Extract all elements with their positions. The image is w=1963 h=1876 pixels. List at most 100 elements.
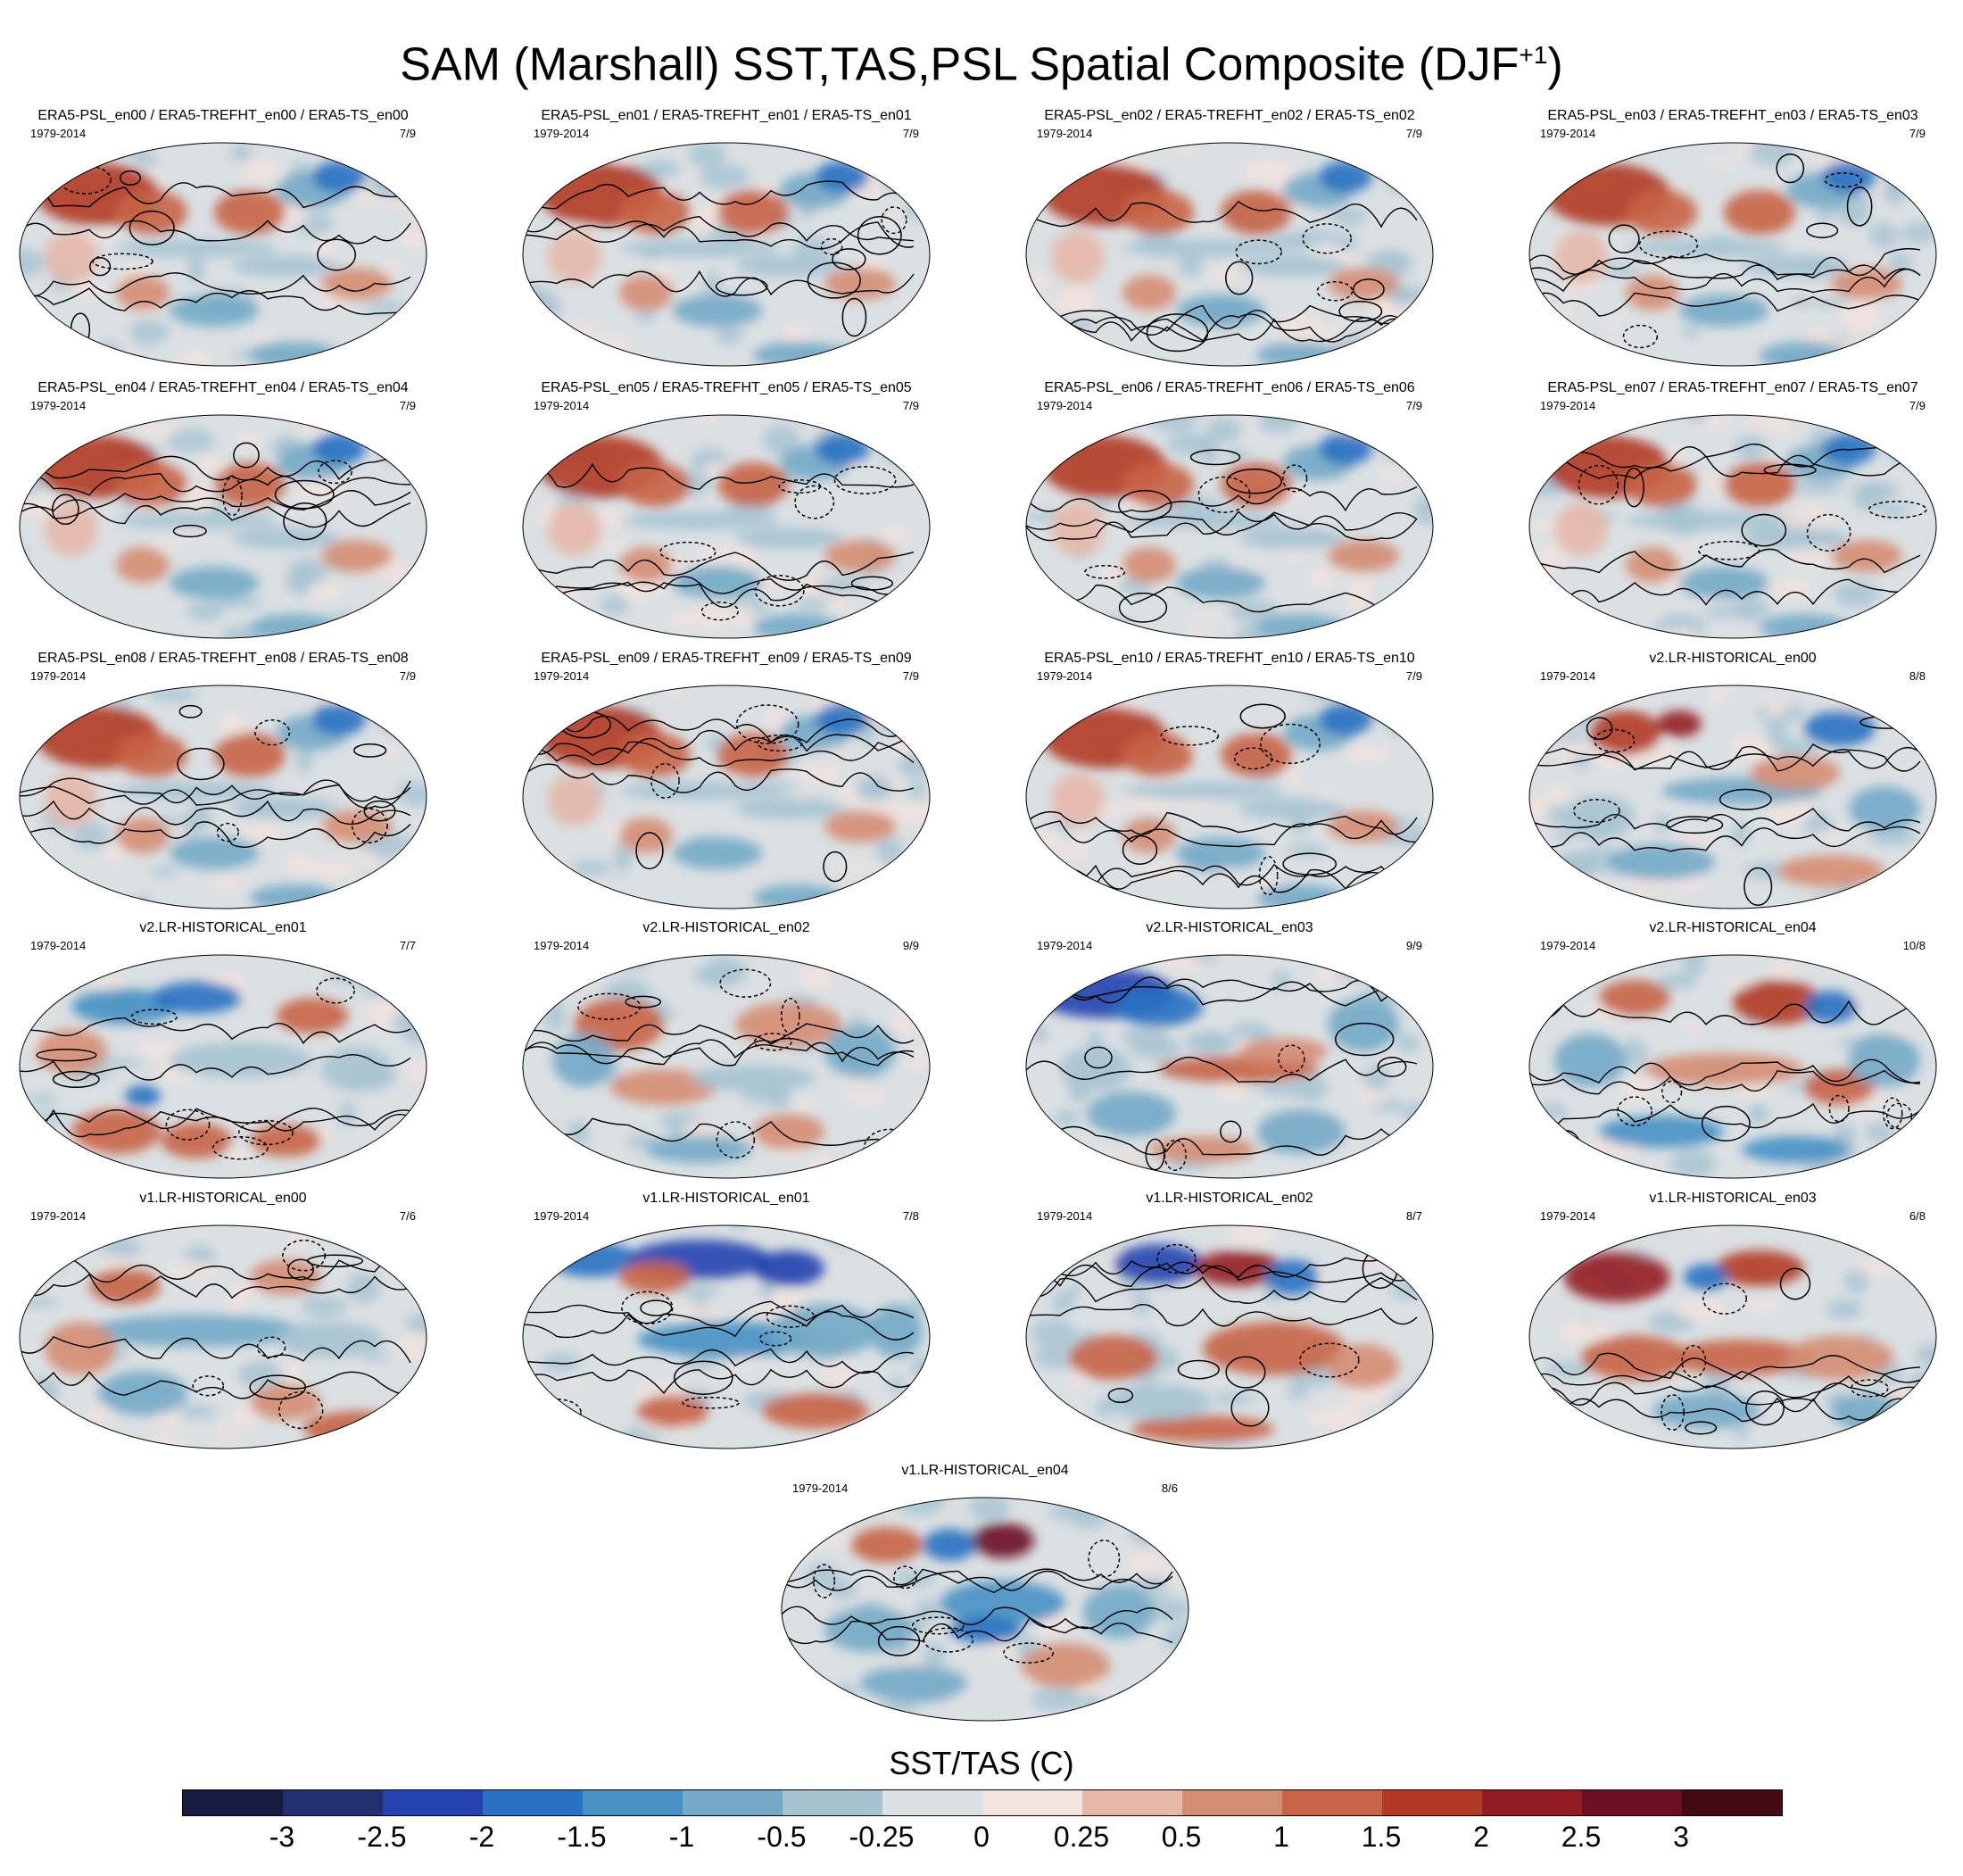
composite-map [522,1224,931,1449]
panel-years: 1979-2014 [1037,1209,1093,1223]
composite-map [1528,685,1937,909]
map-panel: ERA5-PSL_en10 / ERA5-TREFHT_en10 / ERA5-… [1015,650,1444,913]
colorbar-swatch [1382,1790,1482,1815]
map-panel: v1.LR-HISTORICAL_en04 1979-2014 8/6 [771,1462,1199,1725]
colorbar-swatch [1282,1790,1382,1815]
colorbar-tick-label: -1 [668,1821,695,1853]
map-panel: v2.LR-HISTORICAL_en03 1979-2014 9/9 [1015,919,1444,1183]
colorbar-tick-label: 2.5 [1561,1821,1602,1853]
panel-years: 1979-2014 [534,1209,590,1223]
panel-count: 7/9 [1405,669,1422,683]
colorbar-title: SST/TAS (C) [889,1745,1074,1781]
panel-years: 1979-2014 [30,669,87,683]
panel-years: 1979-2014 [1540,127,1596,140]
colorbar [182,1789,1783,1816]
panel-title: v2.LR-HISTORICAL_en00 [1649,651,1817,666]
composite-map [1025,685,1434,909]
colorbar-tick-label: -2.5 [357,1821,407,1853]
panel-years: 1979-2014 [1540,399,1596,412]
panel-count: 9/9 [1405,939,1422,952]
panel-title: ERA5-PSL_en10 / ERA5-TREFHT_en10 / ERA5-… [1044,651,1415,666]
composite-map [1528,142,1937,367]
colorbar-tick-label: 2 [1473,1821,1489,1853]
panel-years: 1979-2014 [1037,939,1093,952]
panel-years: 1979-2014 [1540,669,1596,683]
panel-years: 1979-2014 [534,399,590,412]
composite-map [19,1224,427,1449]
map-panel: ERA5-PSL_en06 / ERA5-TREFHT_en06 / ERA5-… [1015,379,1444,643]
panel-title: ERA5-PSL_en06 / ERA5-TREFHT_en06 / ERA5-… [1044,380,1415,395]
map-panel: v2.LR-HISTORICAL_en01 1979-2014 7/7 [9,919,437,1183]
composite-map [522,685,931,909]
panel-title: v2.LR-HISTORICAL_en04 [1649,920,1817,935]
map-panel: ERA5-PSL_en00 / ERA5-TREFHT_en00 / ERA5-… [9,107,437,370]
composite-map [522,142,931,367]
panel-title: ERA5-PSL_en07 / ERA5-TREFHT_en07 / ERA5-… [1547,380,1918,395]
map-panel: v1.LR-HISTORICAL_en02 1979-2014 8/7 [1015,1190,1444,1453]
panel-title: ERA5-PSL_en04 / ERA5-TREFHT_en04 / ERA5-… [37,380,409,395]
map-panel: v1.LR-HISTORICAL_en00 1979-2014 7/6 [9,1190,437,1453]
panel-count: 7/8 [902,1209,919,1223]
colorbar-swatch [882,1790,982,1815]
composite-map [1528,1224,1937,1449]
panel-count: 7/9 [1909,399,1926,412]
colorbar-tick-label: 0.5 [1161,1821,1202,1853]
panel-count: 7/9 [902,669,919,683]
map-panel: ERA5-PSL_en03 / ERA5-TREFHT_en03 / ERA5-… [1519,107,1947,370]
composite-map [19,142,427,367]
colorbar-tick-label: -1.5 [557,1821,607,1853]
composite-map [1025,1224,1434,1449]
composite-map [19,685,427,909]
panel-count: 7/9 [1405,399,1422,412]
panel-years: 1979-2014 [30,1209,87,1223]
map-panel: v2.LR-HISTORICAL_en04 1979-2014 10/8 [1519,919,1947,1183]
panel-count: 7/9 [399,127,416,140]
composite-map [1528,954,1937,1179]
map-panel: v1.LR-HISTORICAL_en01 1979-2014 7/8 [512,1190,940,1453]
colorbar-tick-label: -3 [269,1821,295,1853]
panel-title: ERA5-PSL_en00 / ERA5-TREFHT_en00 / ERA5-… [37,108,409,123]
map-panel: ERA5-PSL_en05 / ERA5-TREFHT_en05 / ERA5-… [512,379,940,643]
colorbar-tick-label: 1 [1273,1821,1289,1853]
panel-title: ERA5-PSL_en01 / ERA5-TREFHT_en01 / ERA5-… [541,108,912,123]
composite-map [1025,142,1434,367]
composite-map [522,954,931,1179]
colorbar-tick-label: -0.25 [849,1821,915,1853]
panel-years: 1979-2014 [534,669,590,683]
panel-title: v2.LR-HISTORICAL_en01 [139,920,307,935]
colorbar-swatch [283,1790,383,1815]
panel-years: 1979-2014 [1037,127,1093,140]
map-panel: v1.LR-HISTORICAL_en03 1979-2014 6/8 [1519,1190,1947,1453]
panel-years: 1979-2014 [534,127,590,140]
panel-title: ERA5-PSL_en02 / ERA5-TREFHT_en02 / ERA5-… [1044,108,1415,123]
colorbar-tick-label: 0.25 [1053,1821,1110,1853]
panel-title: v1.LR-HISTORICAL_en04 [901,1463,1069,1478]
map-panel: v2.LR-HISTORICAL_en00 1979-2014 8/8 [1519,650,1947,913]
panel-years: 1979-2014 [30,939,87,952]
panel-count: 7/9 [902,399,919,412]
colorbar-swatch [982,1790,1082,1815]
composite-map [1025,954,1434,1179]
colorbar-tick-label: -2 [468,1821,495,1853]
panel-years: 1979-2014 [1037,399,1093,412]
panel-count: 10/8 [1902,939,1926,952]
panel-years: 1979-2014 [1037,669,1093,683]
colorbar-tick-label: 1.5 [1361,1821,1402,1853]
panel-title: ERA5-PSL_en08 / ERA5-TREFHT_en08 / ERA5-… [37,651,409,666]
colorbar-swatch [483,1790,583,1815]
panel-title: v1.LR-HISTORICAL_en01 [642,1191,810,1206]
panel-count: 7/7 [399,939,416,952]
panel-title: v1.LR-HISTORICAL_en02 [1146,1191,1313,1206]
colorbar-swatch [383,1790,483,1815]
composite-map [1025,414,1434,639]
panel-count: 7/9 [1909,127,1926,140]
panel-count: 8/7 [1405,1209,1422,1223]
colorbar-swatch [1482,1790,1582,1815]
map-panel: ERA5-PSL_en04 / ERA5-TREFHT_en04 / ERA5-… [9,379,437,643]
panel-count: 7/9 [399,399,416,412]
composite-map [19,954,427,1179]
panel-title: v2.LR-HISTORICAL_en02 [642,920,810,935]
panel-title: v2.LR-HISTORICAL_en03 [1146,920,1313,935]
colorbar-swatch [183,1790,283,1815]
colorbar-swatch [1082,1790,1182,1815]
